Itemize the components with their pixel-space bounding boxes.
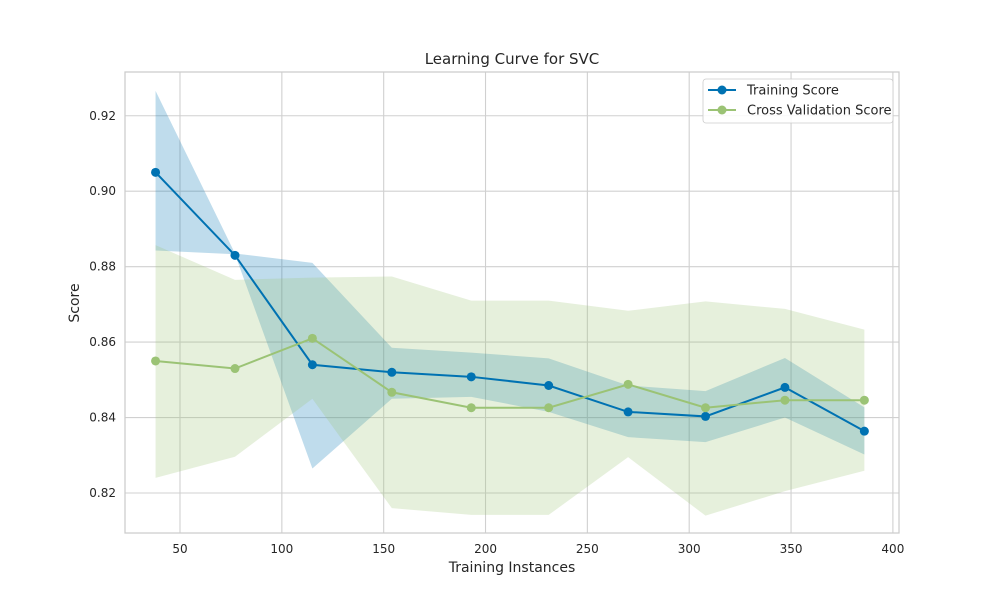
x-tick-label: 350	[780, 542, 803, 556]
series-lines	[154, 171, 865, 433]
training-score-point	[307, 360, 317, 370]
legend: Training Score Cross Validation Score	[702, 78, 894, 124]
confidence-bands	[155, 90, 865, 516]
training-score-point	[701, 411, 710, 421]
cross-validation-score-line	[155, 337, 865, 409]
y-tick-label: 0.92	[89, 109, 116, 123]
cross-validation-score-point	[544, 403, 554, 413]
x-tick-label: 400	[881, 542, 904, 556]
cross-validation-score-legend-marker	[717, 105, 727, 115]
plot-frame	[124, 71, 900, 534]
training-score-point	[151, 167, 161, 177]
training-score-point	[780, 382, 790, 392]
x-tick-label: 250	[576, 542, 599, 556]
y-tick-label: 0.82	[89, 486, 116, 500]
x-axis-label: Training Instances	[448, 560, 576, 576]
y-tick-label: 0.88	[89, 260, 116, 274]
cross-validation-score-point	[780, 395, 790, 405]
cross-validation-score-point	[623, 379, 633, 389]
legend-box	[702, 78, 894, 124]
training-score-point	[623, 407, 633, 417]
training-score-point	[544, 380, 554, 390]
training-score-point	[859, 426, 869, 436]
training-score-legend-label: Training Score	[746, 84, 839, 99]
training-score-band	[155, 90, 865, 469]
cross-validation-score-point	[387, 387, 397, 397]
training-score-point	[466, 372, 476, 382]
series-points	[151, 167, 869, 436]
tick-labels: 50 100 150 200 250 300 350 400 0.82 0.84 0.86 0.88 0…	[89, 109, 904, 556]
cross-validation-score-legend-label: Cross Validation Score	[747, 104, 892, 119]
y-tick-label: 0.84	[89, 411, 116, 425]
x-tick-label: 100	[270, 542, 293, 556]
x-tick-label: 200	[474, 542, 497, 556]
cross-validation-score-point	[859, 395, 869, 405]
y-axis-label: Score	[67, 283, 83, 322]
x-tick-label: 50	[172, 542, 187, 556]
training-score-point	[230, 250, 240, 260]
x-tick-label: 150	[372, 542, 395, 556]
cross-validation-score-point	[151, 356, 161, 366]
training-score-legend-marker	[717, 85, 727, 95]
y-tick-label: 0.90	[89, 184, 116, 198]
cross-validation-score-point	[307, 333, 317, 343]
y-tick-label: 0.86	[89, 335, 116, 349]
x-tick-label: 300	[678, 542, 701, 556]
training-score-line	[154, 171, 865, 433]
cross-validation-score-point	[230, 364, 240, 374]
training-score-point	[387, 367, 397, 377]
cross-validation-score-point	[466, 403, 476, 413]
cross-validation-score-point	[701, 403, 710, 413]
chart-title: Learning Curve for SVC	[425, 50, 600, 68]
